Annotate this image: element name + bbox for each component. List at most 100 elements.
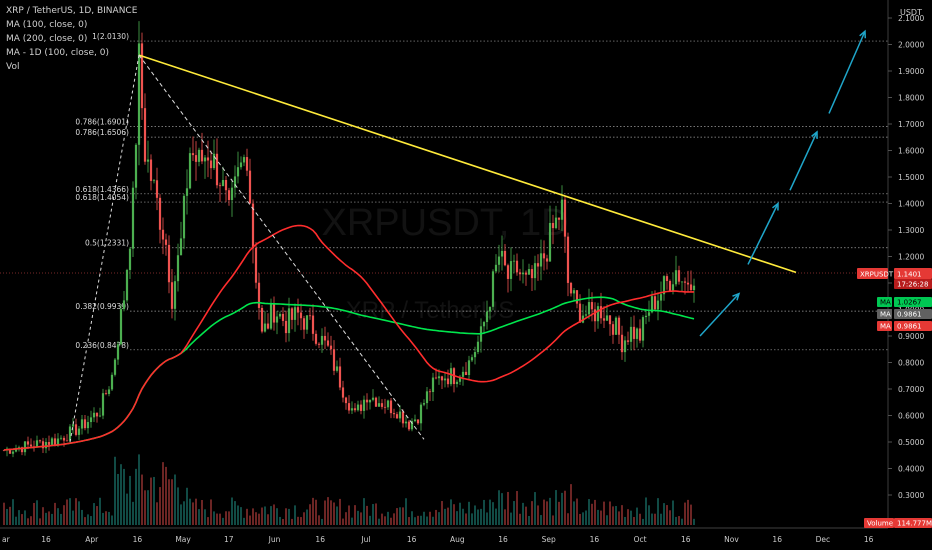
time-tick-label: Sep bbox=[542, 535, 556, 544]
volume-bar bbox=[120, 464, 122, 525]
volume-bar bbox=[228, 511, 230, 525]
volume-bar bbox=[174, 474, 176, 525]
candle-body bbox=[422, 403, 426, 405]
volume-bar bbox=[105, 511, 107, 525]
candle-body bbox=[254, 247, 258, 283]
volume-bar bbox=[519, 513, 521, 525]
time-tick-label: Jul bbox=[360, 535, 370, 544]
candle-body bbox=[656, 300, 660, 310]
volume-bar bbox=[402, 507, 404, 525]
candle-body bbox=[290, 308, 294, 320]
candle-body bbox=[143, 108, 147, 162]
volume-bar bbox=[399, 507, 401, 525]
candle-body bbox=[485, 311, 489, 323]
diagonal-dashed-line bbox=[138, 54, 425, 440]
volume-bar bbox=[432, 516, 434, 525]
candle-body bbox=[371, 397, 375, 400]
candle-body bbox=[299, 312, 303, 319]
volume-bar bbox=[405, 498, 407, 525]
volume-bar bbox=[513, 501, 515, 525]
volume-bar bbox=[639, 513, 641, 525]
candle-body bbox=[227, 190, 231, 200]
volume-bar bbox=[498, 490, 500, 525]
candle-body bbox=[320, 335, 324, 345]
candle-body bbox=[521, 272, 525, 275]
volume-bar bbox=[546, 501, 548, 525]
volume-bar bbox=[588, 499, 590, 525]
candle-body bbox=[683, 281, 687, 283]
candle-body bbox=[284, 320, 288, 334]
candle-body bbox=[596, 306, 600, 322]
volume-bar bbox=[447, 507, 449, 525]
volume-bar bbox=[210, 499, 212, 525]
fib-label: 0.5(1.2331) bbox=[85, 239, 129, 248]
ma2-badge-label: MA bbox=[880, 311, 891, 319]
volume-bar bbox=[654, 513, 656, 525]
volume-bar bbox=[378, 518, 380, 525]
candle-body bbox=[368, 399, 372, 403]
candle-body bbox=[560, 199, 564, 220]
volume-bar bbox=[357, 510, 359, 525]
volume-bar bbox=[159, 487, 161, 525]
volume-bar bbox=[345, 512, 347, 525]
candle-body bbox=[65, 440, 69, 442]
candle-body bbox=[347, 403, 351, 411]
volume-bar bbox=[555, 490, 557, 525]
projection-arrowhead bbox=[772, 201, 779, 211]
time-tick-label: 16 bbox=[133, 535, 143, 544]
volume-bar bbox=[423, 511, 425, 525]
candle-body bbox=[68, 426, 72, 441]
candle-body bbox=[575, 290, 579, 304]
candle-body bbox=[425, 391, 429, 404]
candle-body bbox=[578, 303, 582, 323]
candle-body bbox=[599, 306, 603, 319]
price-tick-label: 1.6000 bbox=[898, 147, 924, 156]
candle-body bbox=[317, 343, 321, 345]
candle-body bbox=[572, 290, 576, 294]
candle-body bbox=[461, 371, 465, 377]
candle-body bbox=[236, 167, 240, 177]
candle-body bbox=[95, 412, 99, 417]
volume-bar bbox=[648, 505, 650, 525]
volume-bar bbox=[297, 516, 299, 525]
volume-bar bbox=[558, 501, 560, 525]
volume-bar bbox=[72, 510, 74, 525]
volume-bar bbox=[462, 508, 464, 525]
projection-arrow bbox=[828, 30, 866, 114]
candle-body bbox=[302, 318, 306, 330]
candle-body bbox=[251, 203, 255, 248]
volume-bar bbox=[597, 509, 599, 525]
volume-bar bbox=[321, 518, 323, 525]
candle-body bbox=[89, 417, 93, 423]
volume-bar bbox=[690, 504, 692, 525]
last-price-badge: 1.1401 bbox=[897, 271, 922, 279]
candle-body bbox=[569, 282, 573, 294]
volume-bar bbox=[186, 487, 188, 525]
candle-body bbox=[305, 315, 309, 330]
candle-body bbox=[221, 180, 225, 187]
candle-body bbox=[398, 411, 402, 419]
candle-body bbox=[71, 424, 75, 427]
price-tick-label: 0.4000 bbox=[898, 465, 924, 474]
candle-body bbox=[509, 261, 513, 279]
candle-body bbox=[272, 304, 276, 323]
time-tick-label: Apr bbox=[85, 535, 99, 544]
candle-body bbox=[365, 399, 369, 403]
candle-body bbox=[482, 322, 486, 327]
candle-body bbox=[308, 315, 312, 317]
candle-body bbox=[53, 438, 57, 445]
volume-bar bbox=[15, 516, 17, 525]
candle-body bbox=[158, 197, 162, 230]
volume-bar bbox=[339, 498, 341, 525]
volume-bar bbox=[201, 499, 203, 525]
volume-bar bbox=[657, 498, 659, 525]
volume-bar bbox=[216, 513, 218, 525]
candle-body bbox=[530, 269, 534, 279]
candle-body bbox=[170, 282, 174, 309]
candle-body bbox=[401, 411, 405, 424]
volume-bar bbox=[351, 517, 353, 525]
time-tick-label: Jun bbox=[268, 535, 281, 544]
price-badges: XRPUSDT 1.1401 17:26:28 MA 1.0267 MA 0.9861 MA 0… bbox=[857, 268, 932, 528]
price-tick-label: 0.9000 bbox=[898, 332, 924, 341]
